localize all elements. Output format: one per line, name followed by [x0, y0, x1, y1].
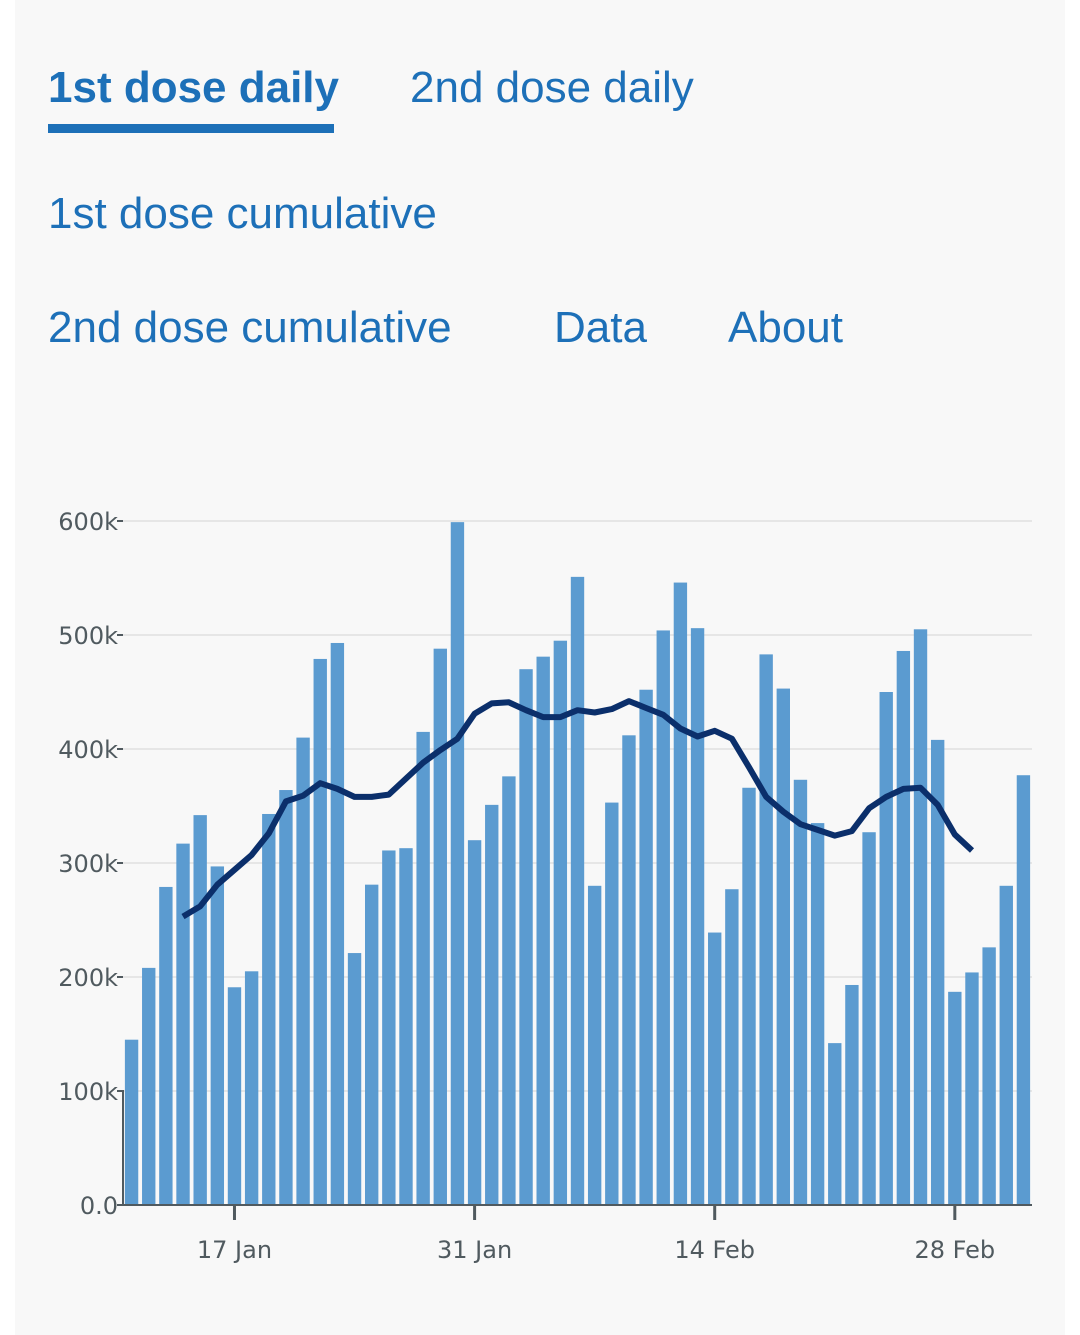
tab-data[interactable]: Data: [554, 303, 647, 352]
bar: [450, 522, 465, 1205]
bar: [227, 987, 242, 1205]
bar: [810, 823, 825, 1205]
bar: [862, 832, 876, 1205]
bar: [759, 654, 773, 1205]
y-tick-label: 400k: [58, 736, 118, 764]
bar: [776, 688, 791, 1205]
bar: [330, 642, 345, 1205]
x-tick-label: 28 Feb: [914, 1236, 995, 1264]
tab-2nd-dose-cumulative[interactable]: 2nd dose cumulative: [48, 303, 452, 352]
bar: [553, 640, 568, 1205]
bar: [142, 967, 156, 1205]
tab-1st-dose-daily[interactable]: 1st dose daily: [48, 63, 340, 112]
bar: [570, 576, 585, 1205]
x-tick-label: 17 Jan: [197, 1236, 272, 1264]
bar: [210, 866, 225, 1205]
bar: [279, 790, 293, 1205]
bar: [725, 889, 739, 1205]
bar: [416, 731, 430, 1205]
bar: [1016, 775, 1031, 1205]
bar: [605, 802, 619, 1205]
y-tick-label: 200k: [58, 964, 118, 992]
bar: [244, 971, 259, 1205]
bar: [536, 656, 550, 1205]
average-line: [181, 698, 975, 920]
bar: [639, 689, 653, 1205]
bar: [193, 815, 207, 1205]
bar: [587, 885, 602, 1205]
bar: [690, 628, 705, 1205]
bar: [845, 984, 859, 1205]
bar: [896, 650, 911, 1205]
bar: [982, 947, 996, 1205]
bar: [828, 1043, 842, 1205]
bar: [519, 669, 533, 1205]
tab-2nd-dose-daily[interactable]: 2nd dose daily: [410, 63, 694, 112]
y-tick-label: 600k: [58, 508, 118, 536]
bar: [622, 735, 636, 1205]
bar: [502, 776, 516, 1205]
bar: [673, 582, 688, 1205]
bar: [313, 658, 327, 1205]
y-tick-label: 500k: [58, 622, 118, 650]
bar: [159, 886, 173, 1205]
bar: [485, 804, 499, 1205]
y-tick-label: 0.0: [80, 1192, 118, 1220]
bar: [913, 629, 928, 1205]
bar: [879, 692, 893, 1205]
bar: [965, 972, 979, 1205]
x-tick-label: 14 Feb: [674, 1236, 755, 1264]
bar: [382, 850, 396, 1205]
tab-about[interactable]: About: [728, 303, 843, 352]
bar: [467, 840, 482, 1205]
bar: [364, 884, 379, 1205]
bar: [176, 843, 190, 1205]
bar: [296, 737, 310, 1205]
bar: [948, 991, 962, 1205]
tab-1st-dose-cumulative[interactable]: 1st dose cumulative: [48, 189, 437, 238]
bar: [124, 1039, 139, 1205]
y-tick-label: 100k: [58, 1078, 118, 1106]
active-tab-underline: [48, 124, 334, 133]
x-tick-label: 31 Jan: [437, 1236, 512, 1264]
bar: [262, 813, 276, 1205]
bar: [999, 885, 1013, 1205]
bar: [347, 953, 362, 1205]
y-tick-label: 300k: [58, 850, 118, 878]
bar: [433, 648, 447, 1205]
bar: [793, 779, 808, 1205]
bar: [930, 739, 945, 1205]
bar: [656, 630, 670, 1205]
bar: [399, 848, 413, 1205]
bar: [708, 932, 722, 1205]
bar: [742, 787, 756, 1205]
